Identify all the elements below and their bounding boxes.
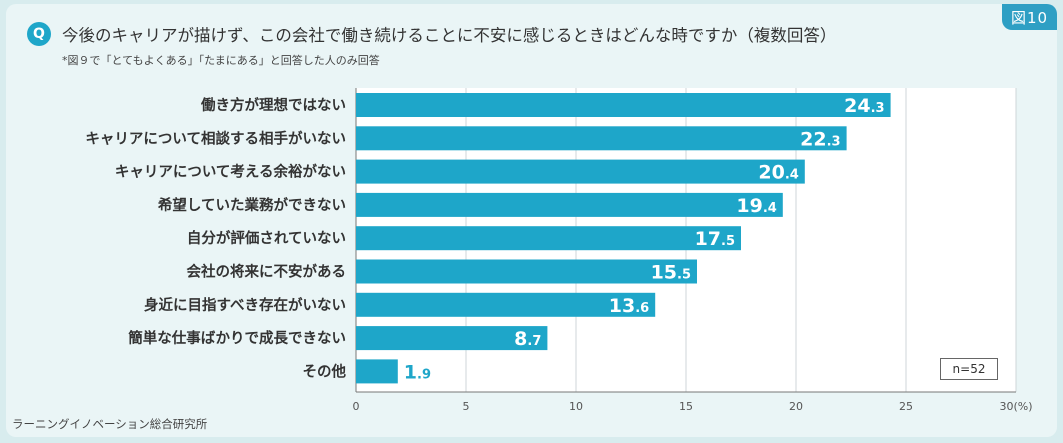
category-label: その他	[303, 362, 347, 380]
category-label: 希望していた業務ができない	[158, 196, 346, 214]
value-label-decimal: .4	[763, 201, 777, 216]
sample-size-box: n=52	[940, 358, 998, 380]
value-label-integer: 15	[651, 262, 677, 284]
bar	[356, 326, 548, 351]
bar	[356, 159, 805, 184]
figure-number-badge: 図10	[1002, 4, 1057, 30]
x-tick-label: 30(%)	[999, 400, 1032, 413]
bar	[356, 226, 741, 251]
category-label: キャリアについて相談する相手がいない	[85, 129, 346, 147]
category-label: キャリアについて考える余裕がない	[115, 163, 346, 181]
value-label: 15.5	[651, 262, 691, 284]
x-tick-label: 0	[353, 400, 360, 413]
value-label-integer: 20	[758, 162, 784, 184]
question-title: 今後のキャリアが描けず、この会社で働き続けることに不安に感じるときはどんな時です…	[62, 26, 837, 45]
value-label: 13.6	[609, 295, 649, 317]
value-label-decimal: .7	[527, 334, 541, 349]
value-label: 19.4	[736, 195, 776, 217]
value-label: 24.3	[844, 95, 884, 117]
x-tick-label: 5	[463, 400, 470, 413]
source-credit: ラーニングイノベーション総合研究所	[12, 417, 208, 431]
value-label-decimal: .4	[785, 168, 799, 183]
x-tick-label: 20	[789, 400, 803, 413]
value-label-decimal: .5	[721, 234, 735, 249]
value-label-decimal: .6	[635, 301, 649, 316]
value-label-integer: 19	[736, 195, 762, 217]
bar	[356, 292, 656, 317]
value-label: 17.5	[695, 228, 735, 250]
bar	[356, 192, 783, 217]
category-label: 会社の将来に不安がある	[187, 263, 347, 281]
x-tick-label: 10	[569, 400, 583, 413]
bar	[356, 126, 847, 151]
category-label: 働き方が理想ではない	[200, 96, 346, 114]
value-label-integer: 17	[695, 228, 721, 250]
bar	[356, 93, 891, 117]
value-label-integer: 8	[514, 328, 527, 350]
value-label: 8.7	[514, 328, 541, 350]
bar	[356, 259, 697, 284]
question-note: *図９で「とてもよくある」「たまにある」と回答した人のみ回答	[62, 54, 380, 67]
value-label-integer: 1	[404, 361, 417, 383]
value-label-integer: 24	[844, 95, 870, 117]
value-label-integer: 22	[800, 128, 826, 150]
category-label: 身近に目指すべき存在がいない	[144, 296, 346, 314]
value-label-integer: 13	[609, 295, 635, 317]
bar	[356, 359, 398, 384]
value-label: 20.4	[758, 162, 798, 184]
value-label-decimal: .9	[417, 367, 431, 382]
value-label-decimal: .5	[677, 268, 691, 283]
question-icon: Q	[27, 22, 51, 46]
value-label-decimal: .3	[871, 101, 885, 116]
value-label: 1.9	[404, 361, 431, 383]
category-label: 自分が評価されていない	[187, 229, 346, 247]
x-tick-label: 15	[679, 400, 693, 413]
value-label-decimal: .3	[827, 134, 841, 149]
value-label: 22.3	[800, 128, 840, 150]
x-tick-label: 25	[899, 400, 913, 413]
category-label: 簡単な仕事ばかりで成長できない	[128, 329, 346, 347]
